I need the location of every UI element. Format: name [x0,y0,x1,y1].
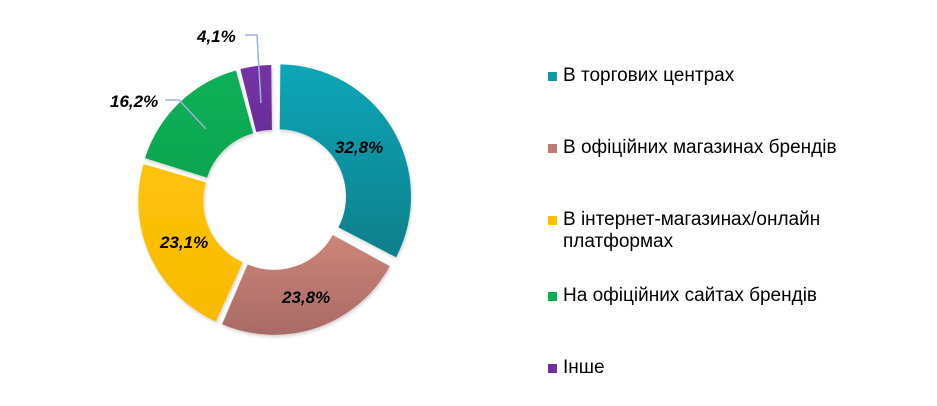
legend-marker-icon [548,364,557,373]
legend-marker-icon [548,144,557,153]
legend-marker-icon [548,292,557,301]
leader-line-other [245,34,262,104]
legend-item-brand-stores: В офіційних магазинах брендів [548,137,883,159]
legend-marker-icon [548,72,557,81]
slice-other [240,65,272,133]
leader-lines [165,34,262,130]
slice-brand-sites [145,70,254,178]
legend-label: В інтернет-магазинах/онлайн платформах [563,209,821,252]
label-malls: 32,8% [335,138,383,157]
legend-marker-icon [548,216,557,225]
label-brand-sites: 16,2% [110,92,158,111]
label-online: 23,1% [159,233,208,252]
leader-line-brand-sites [165,99,207,130]
label-brand-stores: 23,8% [281,288,330,307]
legend-item-online: В інтернет-магазинах/онлайн платформах [548,209,853,253]
label-other: 4,1% [196,27,236,46]
slice-malls [279,64,412,258]
donut-slices [138,64,412,335]
legend-item-malls: В торгових центрах [548,65,883,87]
legend-label: В офіційних магазинах брендів [563,137,837,158]
slice-brand-stores [222,234,390,335]
legend-item-other: Інше [548,357,883,379]
legend-item-brand-sites: На офіційних сайтах брендів [548,285,883,307]
slice-online [138,164,243,322]
slice-labels: 32,8% 23,8% 23,1% 16,2% 4,1% [110,27,383,307]
legend-label: Інше [563,357,605,378]
legend-label: На офіційних сайтах брендів [563,285,818,306]
legend-label: В торгових центрах [563,65,735,86]
